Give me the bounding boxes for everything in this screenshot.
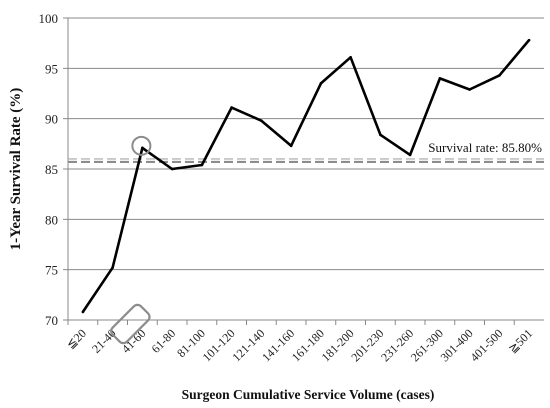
x-tick-label: 161-180 [289,326,327,364]
x-tick-label: 41-60 [119,326,149,356]
data-point [170,167,174,171]
x-tick-label: 201-230 [348,326,386,364]
y-tick-label: 70 [45,313,58,328]
x-axis-ticks: ≦20 21-40 41-60 61-8081-100101-120121-14014… [63,320,535,364]
x-tick-label: 261-300 [408,326,446,364]
y-tick-label: 100 [39,11,59,26]
y-tick-label: 90 [45,112,58,127]
gridlines [68,17,544,321]
reference-line-label: Survival rate: 85.80% [428,140,542,155]
x-tick-label: ≦20 [63,326,89,352]
data-point [468,88,471,91]
data-point [438,77,442,80]
data-point [498,74,501,77]
y-axis-ticks: 70 75 80 85 90 95 100 [39,11,68,328]
x-tick-label: 181-200 [319,326,357,364]
data-point [527,38,531,42]
x-tick-label: 401-500 [467,326,505,364]
x-tick-label: 21-40 [89,326,119,356]
data-points [81,38,531,314]
data-point [81,310,85,314]
data-point [111,266,114,269]
y-tick-label: 85 [45,162,58,177]
data-point [200,163,204,167]
data-point [379,133,382,137]
y-tick-label: 75 [45,263,58,278]
highlight-circle [131,135,152,156]
data-point [141,146,144,150]
x-tick-label: 231-260 [378,326,416,364]
data-point [319,82,323,85]
x-tick-label: 101-120 [200,326,238,364]
data-point [260,119,263,122]
x-tick-label: 121-140 [229,326,267,364]
x-tick-label: ≧501 [506,326,536,356]
y-axis-title: 1-Year Survival Rate (%) [8,88,24,251]
series-line [81,39,531,313]
data-point [349,55,352,59]
x-tick-label: 141-160 [259,326,297,364]
x-axis-title: Surgeon Cumulative Service Volume (cases… [182,387,435,402]
x-tick-label: 301-400 [438,326,476,364]
data-point [230,106,233,109]
data-point [289,144,293,148]
data-point [408,153,412,157]
highlight-label-box [110,303,151,345]
x-tick-label: 61-80 [149,326,179,356]
y-tick-label: 95 [45,61,58,76]
y-tick-label: 80 [45,212,58,227]
